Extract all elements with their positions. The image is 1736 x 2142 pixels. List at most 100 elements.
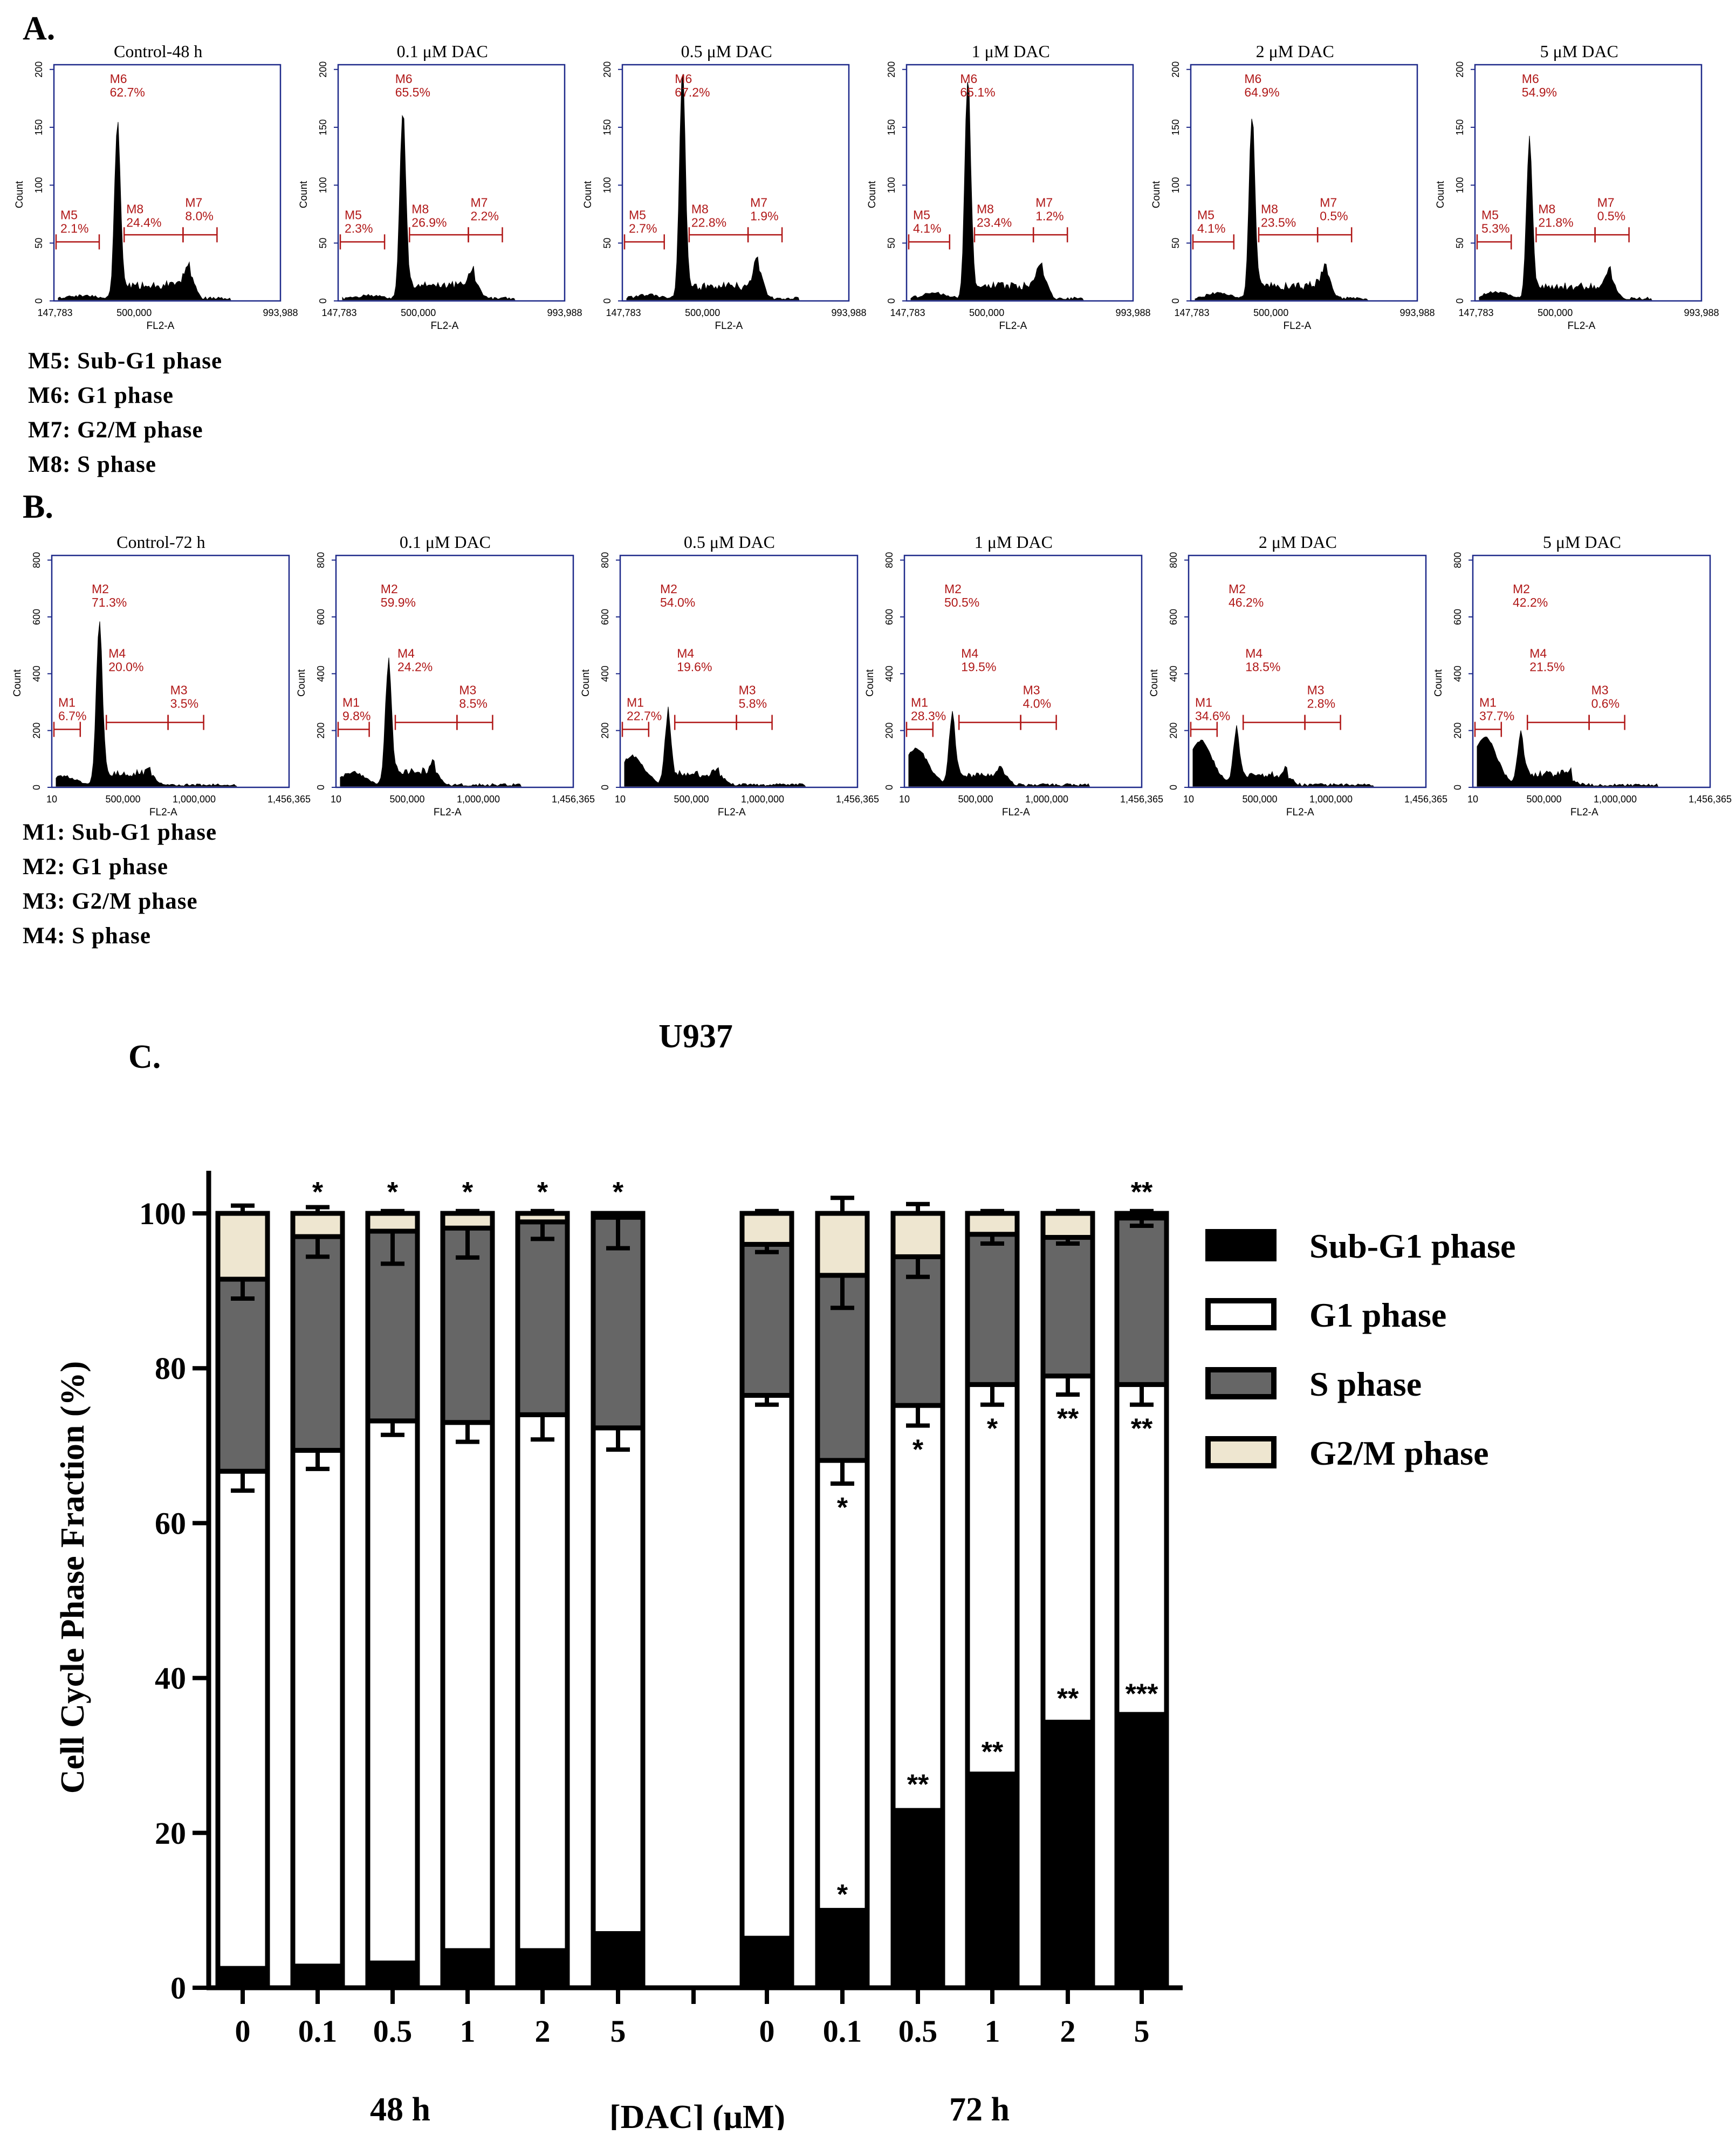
panel-a-histogram-1: 0.1 μM DAC 0 50 100 150 200 Count 147,783 500,00…: [298, 42, 582, 332]
y-tick-label: 400: [1168, 665, 1179, 682]
y-tick-label: 400: [315, 665, 326, 682]
y-tick-label: 600: [600, 609, 610, 625]
g1-gate-percent: 67.2%: [675, 85, 710, 99]
subg1-gate-label: M1: [342, 696, 360, 710]
x-tick-label: 1,000,000: [457, 794, 500, 805]
y-tick-label: 0: [602, 298, 613, 304]
y-tick-label: 150: [1454, 119, 1465, 135]
chart-title: U937: [658, 1018, 733, 1055]
subg1-gate-label: M1: [1195, 696, 1212, 710]
y-tick-label: 60: [155, 1506, 186, 1541]
panel-b-histogram-3: 1 μM DAC 0 200 400 600 800 Count 10 500,000 1,000…: [864, 532, 1163, 818]
panel-b-histogram-0: Control-72 h 0 200 400 600 800 Count 10 500,000 1…: [12, 532, 311, 818]
g2m-gate-percent: 0.5%: [1597, 209, 1625, 223]
y-tick-label: 100: [886, 177, 897, 193]
y-tick-label: 200: [31, 723, 42, 739]
y-tick-label: 80: [155, 1351, 186, 1386]
panel-a-histogram-0: Control-48 h 0 50 100 150 200 Count 147,783 500,…: [14, 42, 298, 332]
g2m-gate-label: M7: [185, 195, 202, 209]
bar-segment-g1-phase: [215, 1468, 270, 1971]
y-tick-label: 150: [886, 119, 897, 135]
plot-frame: [1472, 554, 1711, 788]
bar-segment-g1-phase: [440, 1420, 495, 1953]
y-tick-label: 200: [1170, 61, 1181, 78]
x-tick-label: 5: [1134, 2014, 1150, 2049]
panel-b-legend-line: M1: Sub-G1 phase: [23, 820, 217, 845]
g1-gate-label: M6: [1522, 72, 1539, 86]
group-label-72h: 72 h: [949, 2091, 1010, 2128]
g2m-gate-percent: 1.2%: [1035, 209, 1063, 223]
y-tick-label: 0: [31, 785, 42, 790]
s-gate-label: M8: [126, 202, 143, 216]
y-tick-label: 50: [33, 238, 44, 249]
x-axis-label: FL2-A: [1570, 807, 1598, 818]
x-tick-label: 500,000: [969, 307, 1004, 318]
significance-marker: **: [1057, 1683, 1079, 1714]
y-axis-label: Count: [296, 669, 307, 696]
subg1-gate-label: M1: [911, 696, 928, 710]
x-tick-label: 147,783: [1458, 307, 1493, 318]
legend-swatch: [1205, 1436, 1277, 1468]
x-tick-label: 993,988: [1684, 307, 1719, 318]
y-axis-label: Count: [867, 181, 878, 208]
histogram-title: 0.1 μM DAC: [400, 532, 491, 552]
subg1-gate-percent: 2.7%: [629, 222, 657, 236]
y-tick-label: 200: [318, 61, 328, 78]
x-tick-label: 500,000: [389, 794, 424, 805]
subg1-gate-percent: 4.1%: [1197, 222, 1225, 236]
x-tick-label: 0.1: [823, 2014, 862, 2049]
plot-frame: [1474, 64, 1703, 302]
histogram-title: 0.5 μM DAC: [684, 532, 775, 552]
significance-marker: *: [462, 1177, 474, 1208]
histogram-shape: [910, 82, 1084, 300]
s-gate-label: M4: [1529, 647, 1547, 661]
y-tick-label: 20: [155, 1816, 186, 1851]
x-tick-label: 500,000: [401, 307, 436, 318]
y-tick-label: 200: [884, 723, 895, 739]
g2m-gate-label: M3: [739, 683, 756, 697]
y-tick-label: 100: [602, 177, 613, 193]
g1-gate-percent: 62.7%: [110, 85, 145, 99]
plot-frame: [1190, 64, 1418, 302]
y-axis-label: Count: [298, 181, 310, 208]
bar-stack-8: [890, 1211, 945, 1990]
legend-label: G2/M phase: [1309, 1434, 1488, 1472]
bar-segment-g1-phase: [1114, 1382, 1169, 1717]
y-tick-label: 100: [318, 177, 328, 193]
g2m-gate-percent: 3.5%: [170, 697, 198, 711]
g2m-gate-label: M3: [170, 683, 188, 697]
g2m-gate-percent: 8.5%: [459, 697, 487, 711]
x-tick-label: 147,783: [1174, 307, 1209, 318]
bar-segment-g1-phase: [815, 1458, 870, 1913]
significance-marker: *: [537, 1177, 548, 1208]
bar-segment-sub-g1-phase: [440, 1948, 495, 1990]
legend-swatch: [1205, 1298, 1277, 1330]
x-tick-label: 500,000: [105, 794, 140, 805]
g2m-gate-label: M7: [750, 195, 767, 209]
histogram-title: 0.1 μM DAC: [397, 42, 488, 61]
g2m-gate-percent: 0.5%: [1320, 209, 1348, 223]
g1-gate-percent: 64.9%: [1244, 85, 1279, 99]
panel-b-letter: B.: [23, 489, 53, 525]
subg1-gate-label: M5: [1481, 208, 1499, 222]
x-tick-label: 10: [615, 794, 626, 805]
s-gate-percent: 23.5%: [1261, 215, 1296, 229]
y-axis-label: Count: [580, 669, 592, 696]
g2m-gate-label: M7: [1597, 195, 1615, 209]
x-tick-label: 1,456,365: [552, 794, 595, 805]
s-gate-percent: 21.5%: [1529, 660, 1565, 674]
y-tick-label: 50: [1454, 238, 1465, 249]
x-tick-label: 1,456,365: [1404, 794, 1447, 805]
x-tick-label: 2: [535, 2014, 551, 2049]
bar-segment-g2-m-phase: [290, 1211, 345, 1239]
bar-segment-g2-m-phase: [215, 1211, 270, 1282]
y-tick-label: 150: [1170, 119, 1181, 135]
g1-gate-percent: 54.9%: [1522, 85, 1557, 99]
y-tick-label: 0: [315, 785, 326, 790]
y-tick-label: 600: [884, 609, 895, 625]
x-axis-label: FL2-A: [1568, 320, 1596, 332]
subg1-gate-percent: 9.8%: [342, 709, 370, 723]
bar-segment-g1-phase: [591, 1425, 646, 1936]
s-gate-percent: 18.5%: [1245, 660, 1280, 674]
g2m-gate-percent: 0.6%: [1591, 697, 1620, 711]
